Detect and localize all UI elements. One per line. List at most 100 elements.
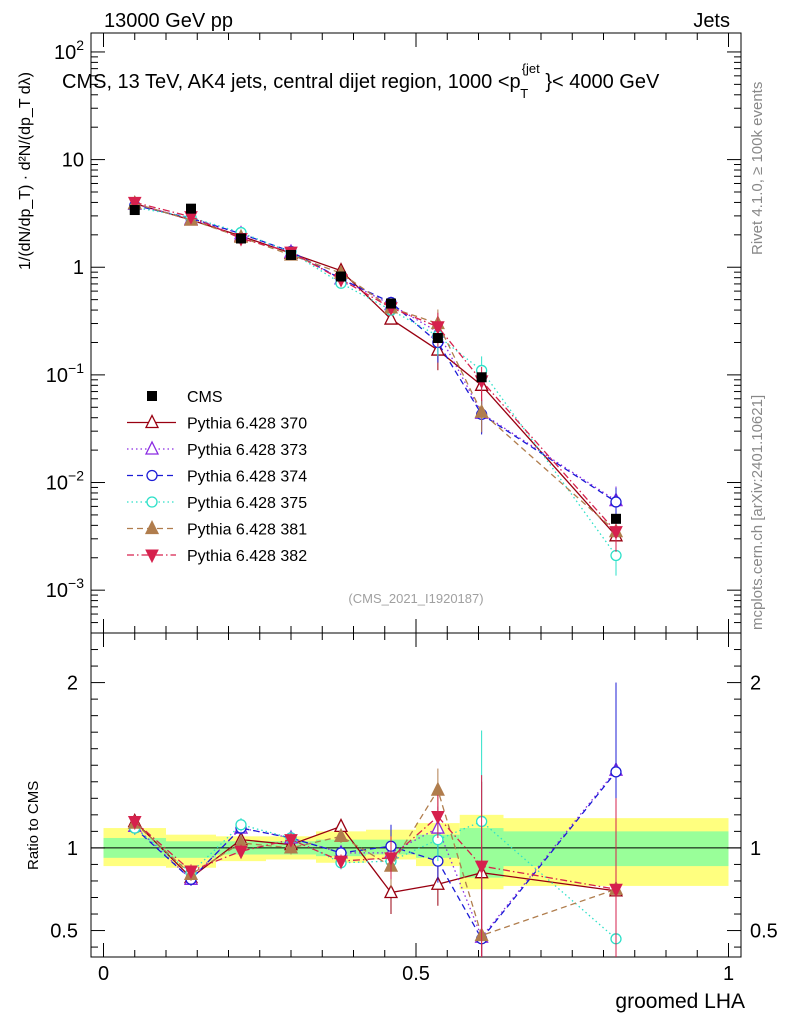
ratio-point bbox=[474, 860, 489, 875]
data-point bbox=[186, 203, 196, 214]
ratio-point bbox=[610, 766, 622, 778]
series-line bbox=[134, 202, 617, 533]
ratio-point bbox=[430, 781, 445, 796]
legend-marker bbox=[145, 549, 159, 564]
data-point bbox=[476, 372, 487, 383]
data-point bbox=[610, 496, 622, 508]
ratio-point bbox=[334, 855, 348, 870]
legend-label: Pythia 6.428 374 bbox=[187, 469, 307, 486]
ratio-point bbox=[333, 827, 349, 842]
data-point bbox=[286, 249, 296, 260]
legend-entry: Pythia 6.428 382 bbox=[127, 548, 307, 565]
ratio-y-tick-label-left: 2 bbox=[67, 673, 78, 695]
y-tick-label-base: 1 bbox=[73, 257, 84, 279]
y-tick-label: 10−1 bbox=[46, 360, 84, 387]
series-cms bbox=[129, 203, 621, 524]
ratio-point bbox=[384, 852, 398, 866]
legend-marker bbox=[144, 414, 160, 429]
legend-label: CMS bbox=[187, 389, 223, 406]
legend-label: Pythia 6.428 382 bbox=[187, 548, 307, 565]
legend-entry: CMS bbox=[147, 389, 223, 406]
ratio-y-tick-label-left: 0.5 bbox=[50, 921, 78, 943]
ratio-point bbox=[184, 865, 198, 880]
y-tick-label-base: 10 bbox=[46, 365, 68, 387]
ratio-panel: 0.5 0.5 1 1 2 2 0 0.5 1 bbox=[50, 632, 778, 985]
x-tick-label: 0.5 bbox=[402, 963, 430, 985]
legend-entry: Pythia 6.428 381 bbox=[127, 520, 307, 539]
data-point bbox=[431, 321, 445, 335]
y-tick-label-exp: −1 bbox=[68, 360, 84, 376]
ratio-y-tick-label-right: 2 bbox=[750, 673, 761, 695]
ratio-point bbox=[383, 884, 399, 899]
main-ylabel: 1/(dN/dp_T) · d²N/(dp_T dλ) bbox=[17, 72, 34, 270]
legend-marker bbox=[146, 469, 158, 482]
legend-entry: Pythia 6.428 373 bbox=[127, 440, 307, 459]
ratio-line bbox=[134, 769, 617, 939]
data-point bbox=[432, 333, 443, 344]
ratio-point bbox=[609, 883, 623, 898]
data-point bbox=[474, 403, 489, 418]
legend-marker bbox=[144, 440, 160, 455]
y-tick-label-base: 10 bbox=[46, 580, 68, 602]
x-axis-label: groomed LHA bbox=[615, 990, 745, 1013]
plot-title-main: CMS, 13 TeV, AK4 jets, central dijet reg… bbox=[62, 71, 521, 93]
data-point bbox=[386, 298, 396, 309]
ratio-point bbox=[127, 815, 142, 830]
data-point bbox=[236, 233, 246, 244]
legend-entry: Pythia 6.428 374 bbox=[127, 469, 307, 486]
ratio-point bbox=[431, 810, 445, 825]
series-line bbox=[134, 203, 617, 502]
y-tick-label-base: 10 bbox=[46, 473, 68, 495]
legend-label: Pythia 6.428 370 bbox=[187, 416, 307, 433]
legend-entry: Pythia 6.428 375 bbox=[127, 495, 307, 512]
ratio-series-pythia-6-428-382 bbox=[127, 775, 623, 957]
y-tick-label: 1 bbox=[73, 257, 84, 279]
uncertainty-band-green bbox=[166, 841, 216, 858]
y-tick-label: 10−3 bbox=[46, 575, 84, 602]
y-tick-label: 10−2 bbox=[46, 468, 84, 495]
y-tick-label-exp: −3 bbox=[68, 575, 84, 591]
legend-label: Pythia 6.428 381 bbox=[187, 522, 307, 539]
data-point bbox=[127, 196, 142, 211]
plot-title-tail: }< 4000 GeV bbox=[545, 71, 660, 93]
ratio-y-tick-label-right: 0.5 bbox=[750, 921, 778, 943]
ratio-y-tick-label-left: 1 bbox=[67, 838, 78, 860]
legend-marker bbox=[147, 391, 157, 401]
ratio-point bbox=[235, 819, 247, 831]
plot-title-sub: T bbox=[520, 86, 528, 101]
legend-marker bbox=[146, 496, 158, 508]
plot-title-sup: {jet bbox=[522, 61, 540, 76]
y-tick-label-base: 10 bbox=[54, 42, 76, 64]
y-tick-label: 10 bbox=[62, 150, 84, 172]
legend-entry: Pythia 6.428 370 bbox=[127, 414, 307, 433]
data-point bbox=[609, 526, 623, 540]
series-line bbox=[134, 202, 617, 537]
data-point bbox=[336, 271, 346, 282]
ratio-point bbox=[284, 834, 298, 848]
x-tick-label: 0 bbox=[98, 963, 109, 985]
mcplots-label: mcplots.cern.ch [arXiv:2401.10621] bbox=[749, 395, 766, 630]
data-point bbox=[610, 549, 622, 562]
y-tick-label-base: 10 bbox=[62, 150, 84, 172]
y-tick-label-exp: 2 bbox=[76, 37, 84, 53]
main-frame bbox=[90, 32, 742, 634]
ratio-y-tick-label-right: 1 bbox=[750, 838, 761, 860]
data-point bbox=[611, 513, 621, 524]
legend-label: Pythia 6.428 373 bbox=[187, 442, 307, 459]
legend-label: Pythia 6.428 375 bbox=[187, 495, 307, 512]
ratio-ylabel: Ratio to CMS bbox=[25, 781, 42, 870]
legend: CMS Pythia 6.428 370 Pythia 6.428 373 Pythi… bbox=[127, 389, 307, 565]
data-point bbox=[129, 205, 140, 216]
y-tick-label: 102 bbox=[54, 37, 84, 64]
main-ylabel-text: 1/(dN/dp_T) · d²N/(dp_T dλ) bbox=[17, 72, 34, 270]
ratio-point bbox=[234, 845, 248, 860]
legend-marker bbox=[144, 520, 160, 535]
analysis-watermark: (CMS_2021_I1920187) bbox=[348, 591, 483, 606]
header-left: 13000 GeV pp bbox=[104, 10, 233, 32]
header-right: Jets bbox=[693, 10, 730, 32]
plot-title: CMS, 13 TeV, AK4 jets, central dijet reg… bbox=[62, 56, 660, 103]
data-point bbox=[383, 310, 399, 325]
y-tick-label-exp: −2 bbox=[68, 468, 84, 484]
